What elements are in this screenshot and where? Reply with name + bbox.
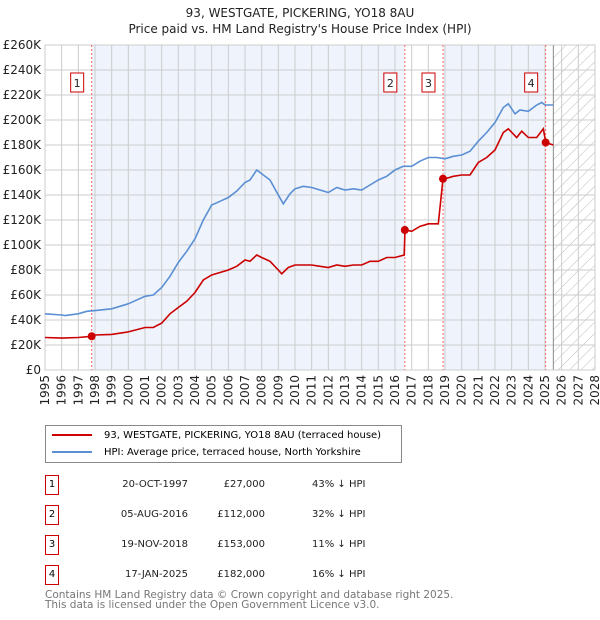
x-tick-label: 2025 <box>538 375 552 406</box>
x-tick-label: 2017 <box>405 375 419 406</box>
legend: 93, WESTGATE, PICKERING, YO18 8AU (terra… <box>45 425 402 463</box>
x-tick-label: 2002 <box>155 375 169 406</box>
legend-label-hpi: HPI: Average price, terraced house, Nort… <box>104 446 361 458</box>
sale-hpi-diff: 32% ↓ HPI <box>312 509 366 520</box>
x-tick-label: 2024 <box>521 375 535 406</box>
sale-number-box: 4 <box>45 565 59 585</box>
legend-item-hpi: HPI: Average price, terraced house, Nort… <box>46 444 361 460</box>
sale-number-box: 1 <box>45 475 59 495</box>
y-tick-label: £160K <box>3 163 43 177</box>
chart-subtitle: Price paid vs. HM Land Registry's House … <box>128 22 472 36</box>
sale-point <box>439 174 447 183</box>
footer-copyright: Contains HM Land Registry data © Crown c… <box>45 589 454 601</box>
y-tick-label: £200K <box>3 113 43 127</box>
sale-hpi-diff: 11% ↓ HPI <box>312 539 366 550</box>
y-tick-label: £140K <box>3 188 43 202</box>
x-tick-label: 2014 <box>355 375 369 406</box>
shade-region <box>443 45 546 370</box>
property-price-line <box>44 126 554 339</box>
x-tick-label: 1999 <box>105 375 119 406</box>
y-tick-label: £180K <box>3 138 43 152</box>
legend-swatch-hpi <box>52 451 92 453</box>
y-tick-label: £40K <box>10 313 42 327</box>
x-tick-label: 2006 <box>221 375 235 406</box>
y-tick-label: £0 <box>26 363 41 377</box>
x-tick-label: 2005 <box>205 375 219 406</box>
x-tick-label: 2028 <box>588 375 600 406</box>
x-tick-label: 2008 <box>255 375 269 406</box>
sale-price: £112,000 <box>217 509 265 520</box>
sale-date: 05-AUG-2016 <box>120 509 188 520</box>
y-tick-label: £240K <box>3 63 43 77</box>
sale-marker-box <box>524 72 539 93</box>
legend-label-property: 93, WESTGATE, PICKERING, YO18 8AU (terra… <box>104 429 382 441</box>
x-tick-label: 2009 <box>271 375 285 406</box>
x-tick-label: 2001 <box>138 375 152 406</box>
x-tick-label: 1997 <box>71 375 85 406</box>
sale-point <box>87 332 96 341</box>
chart-title: 93, WESTGATE, PICKERING, YO18 8AU <box>185 6 415 20</box>
x-tick-label: 1995 <box>38 375 52 406</box>
plot-border <box>44 44 596 371</box>
sale-point <box>541 138 550 147</box>
sale-marker-label: 4 <box>528 77 535 90</box>
shade-region <box>91 45 405 370</box>
x-tick-label: 2015 <box>371 375 385 406</box>
y-tick-label: £100K <box>3 238 43 252</box>
sale-number-box: 2 <box>45 505 59 525</box>
x-tick-label: 2003 <box>171 375 185 406</box>
sale-marker-label: 3 <box>425 77 432 90</box>
x-tick-label: 2027 <box>571 375 585 406</box>
sale-marker-box <box>421 72 436 93</box>
price-chart: £0 £20K £40K £60K £80K £100K £120K £140K £160K £1… <box>3 38 600 406</box>
x-tick-label: 2011 <box>305 375 319 406</box>
forecast-hatch <box>553 45 595 370</box>
y-tick-label: £60K <box>10 288 42 302</box>
x-tick-label: 2016 <box>388 375 402 406</box>
sale-date: 20-OCT-1997 <box>122 479 188 490</box>
x-tick-label: 2022 <box>488 375 502 406</box>
footer: Contains HM Land Registry data © Crown c… <box>45 589 454 611</box>
sale-number-box: 3 <box>45 535 59 555</box>
y-tick-label: £220K <box>3 88 43 102</box>
x-tick-label: 2000 <box>121 375 135 406</box>
x-tick-label: 2010 <box>288 375 302 406</box>
y-tick-label: £20K <box>10 338 42 352</box>
sale-marker-box <box>70 72 85 93</box>
sale-marker-box <box>383 72 398 93</box>
sale-point <box>400 226 409 234</box>
x-tick-label: 2020 <box>455 375 469 406</box>
x-tick-label: 2023 <box>505 375 519 406</box>
sale-price: £182,000 <box>217 569 265 580</box>
x-tick-label: 1996 <box>55 375 69 406</box>
x-tick-label: 2004 <box>188 375 202 406</box>
hpi-line <box>44 101 554 317</box>
x-tick-label: 2007 <box>238 375 252 406</box>
sale-marker-label: 1 <box>74 77 81 90</box>
sale-marker-label: 2 <box>387 77 394 90</box>
legend-swatch-property <box>52 434 92 436</box>
x-tick-label: 1998 <box>88 375 102 406</box>
sale-date: 19-NOV-2018 <box>121 539 188 550</box>
sale-price: £27,000 <box>223 479 265 490</box>
sale-date: 17-JAN-2025 <box>124 569 188 580</box>
x-tick-label: 2019 <box>438 375 452 406</box>
sale-hpi-diff: 16% ↓ HPI <box>312 569 366 580</box>
x-tick-label: 2021 <box>471 375 485 406</box>
legend-item-property: 93, WESTGATE, PICKERING, YO18 8AU (terra… <box>46 427 381 443</box>
x-tick-label: 2018 <box>421 375 435 406</box>
y-tick-label: £80K <box>10 263 42 277</box>
x-tick-label: 2026 <box>555 375 569 406</box>
x-tick-label: 2013 <box>338 375 352 406</box>
y-tick-label: £120K <box>3 213 43 227</box>
sale-price: £153,000 <box>217 539 265 550</box>
footer-licence: This data is licensed under the Open Gov… <box>45 599 380 611</box>
y-tick-label: £260K <box>3 38 43 52</box>
sale-hpi-diff: 43% ↓ HPI <box>312 479 366 490</box>
x-tick-label: 2012 <box>321 375 335 406</box>
